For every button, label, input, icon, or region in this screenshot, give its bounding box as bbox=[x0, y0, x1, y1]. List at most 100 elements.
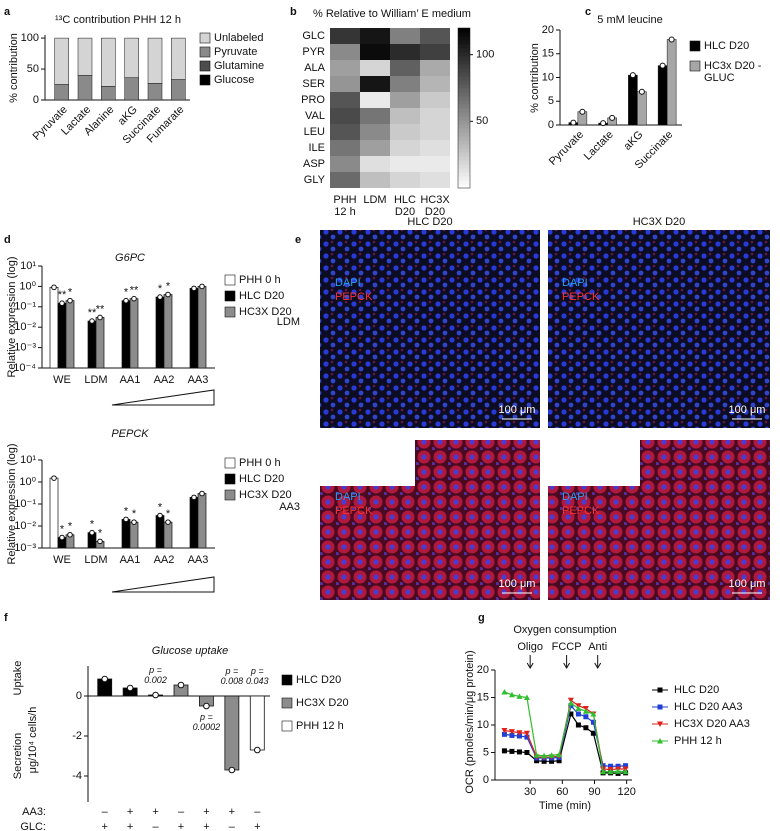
y-tick-label: 10⁻² bbox=[14, 321, 36, 333]
data-point bbox=[131, 295, 137, 302]
significance: * bbox=[158, 283, 163, 295]
y-tick-label: 10⁻⁴ bbox=[13, 362, 36, 374]
panel-letter: c bbox=[585, 6, 591, 18]
data-point bbox=[567, 700, 574, 706]
legend-swatch bbox=[224, 489, 236, 501]
p-label: p = 0.043 bbox=[246, 666, 269, 686]
y-tick-label: 10⁻¹ bbox=[14, 498, 36, 510]
colorbar-step bbox=[458, 140, 470, 145]
colorbar-step bbox=[458, 36, 470, 41]
heat-cell bbox=[330, 124, 360, 140]
y-tick-label: 10⁻² bbox=[14, 520, 36, 532]
y-axis-label: Relative expression (log) bbox=[6, 443, 18, 564]
data-point bbox=[575, 711, 581, 717]
bar bbox=[628, 74, 638, 126]
chart-title: PEPCK bbox=[111, 428, 149, 440]
legend-label: PHH 0 h bbox=[239, 457, 281, 469]
chart-title: 5 mM leucine bbox=[597, 14, 662, 26]
x-tick-label: AA1 bbox=[120, 374, 141, 386]
colorbar-step bbox=[458, 60, 470, 65]
heat-cell bbox=[360, 92, 390, 108]
colorbar-step bbox=[458, 144, 470, 149]
stain-label: DAPI bbox=[562, 491, 588, 503]
data-point bbox=[508, 691, 515, 698]
heat-cell bbox=[360, 172, 390, 188]
heat-cell bbox=[390, 156, 420, 172]
x-tick-label: WE bbox=[53, 554, 71, 566]
heat-cell bbox=[390, 28, 420, 44]
bar-segment bbox=[77, 74, 93, 101]
bar bbox=[163, 521, 173, 549]
significance: * bbox=[132, 508, 137, 520]
y-tick-label: 10⁰ bbox=[19, 476, 36, 488]
legend-label: HC3X D20 bbox=[239, 306, 292, 318]
bar bbox=[163, 294, 173, 369]
colorbar-step bbox=[458, 160, 470, 165]
y-tick-label: 15 bbox=[542, 48, 554, 60]
bar bbox=[87, 320, 97, 369]
data-point bbox=[549, 758, 555, 764]
data-point bbox=[191, 285, 197, 292]
data-point bbox=[615, 768, 622, 774]
data-point bbox=[126, 684, 134, 692]
data-point bbox=[575, 722, 581, 728]
heat-cell bbox=[390, 108, 420, 124]
bar-segment bbox=[171, 37, 186, 80]
series-line bbox=[504, 699, 626, 771]
data-point bbox=[609, 114, 616, 121]
y-tick-label: 20 bbox=[542, 24, 554, 36]
legend-swatch bbox=[224, 306, 236, 318]
data-point bbox=[152, 691, 159, 699]
y-tick-label: 10¹ bbox=[20, 260, 36, 272]
data-point bbox=[568, 703, 574, 709]
data-point bbox=[582, 708, 589, 714]
data-point bbox=[556, 758, 562, 764]
row-label: PYR bbox=[302, 46, 325, 58]
data-point bbox=[523, 730, 530, 737]
legend-label: PHH 0 h bbox=[239, 274, 281, 286]
column-title: HLC D20 bbox=[407, 216, 452, 228]
significance: ** bbox=[58, 289, 67, 301]
significance: * bbox=[124, 505, 129, 517]
injection-label: Anti bbox=[588, 641, 607, 653]
heat-cell bbox=[360, 108, 390, 124]
arrow-head bbox=[526, 662, 534, 669]
micrograph bbox=[320, 440, 540, 600]
condition-label: AA3: bbox=[22, 806, 46, 818]
heat-cell bbox=[360, 28, 390, 44]
data-point bbox=[516, 749, 522, 755]
data-point bbox=[583, 725, 589, 731]
colorbar-step bbox=[458, 168, 470, 173]
data-point bbox=[524, 734, 530, 740]
series-line bbox=[504, 691, 626, 773]
legend-label: HLC D20 bbox=[704, 40, 750, 52]
bar bbox=[57, 302, 67, 369]
y-tick-label: 5 bbox=[483, 746, 489, 758]
stain-label: PEPCK bbox=[335, 291, 373, 303]
legend-swatch bbox=[199, 32, 211, 44]
bar bbox=[637, 91, 647, 126]
bar bbox=[129, 521, 139, 549]
data-point bbox=[622, 768, 629, 775]
bar bbox=[155, 515, 165, 549]
data-point bbox=[67, 297, 73, 304]
y-tick-label: 0 bbox=[548, 119, 554, 131]
bar-segment bbox=[147, 37, 163, 84]
significance: ** bbox=[96, 303, 105, 315]
stain-label: PEPCK bbox=[335, 505, 373, 517]
series-line bbox=[504, 712, 626, 775]
x-tick-label: AA2 bbox=[154, 554, 175, 566]
condition-sign: + bbox=[101, 821, 107, 831]
colorbar-step bbox=[458, 64, 470, 69]
data-point bbox=[501, 728, 508, 734]
heat-cell bbox=[390, 44, 420, 60]
x-tick-label: LDM bbox=[84, 374, 107, 386]
data-point bbox=[590, 719, 596, 725]
bar bbox=[121, 519, 131, 549]
x-tick-label: 120 bbox=[617, 786, 635, 798]
column-label: HLC D20 bbox=[393, 194, 416, 218]
data-point bbox=[59, 300, 65, 307]
gradient-triangle bbox=[111, 576, 215, 593]
data-point bbox=[89, 529, 95, 536]
